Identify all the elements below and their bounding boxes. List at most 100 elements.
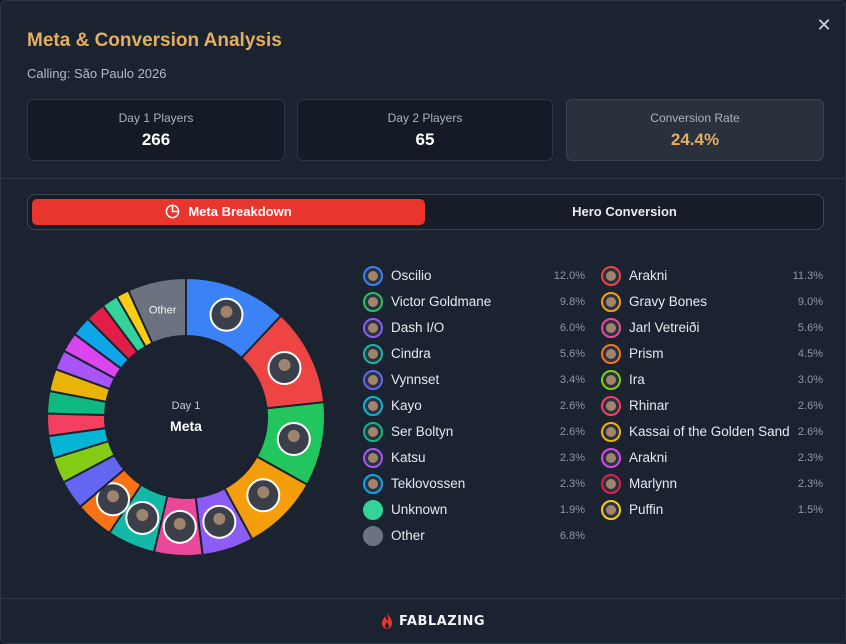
legend-item-name: Ira	[629, 372, 645, 387]
legend-item-name: Marlynn	[629, 476, 678, 491]
view-tabs: Meta Breakdown Hero Conversion	[27, 194, 824, 230]
tab-meta-breakdown[interactable]: Meta Breakdown	[32, 199, 425, 225]
legend-item-percent: 2.3%	[559, 452, 585, 464]
legend-item: Ser Boltyn 2.6%	[363, 421, 585, 443]
header-divider	[1, 178, 846, 179]
donut-center-label: Day 1	[171, 400, 201, 412]
legend-item: Other 6.8%	[363, 525, 585, 547]
legend-item-name: Jarl Vetreiði	[629, 320, 700, 335]
hero-portrait-icon	[363, 422, 383, 442]
legend-item: Marlynn 2.3%	[601, 473, 823, 495]
hero-portrait-face	[257, 486, 270, 499]
legend-item-percent: 6.0%	[559, 322, 585, 334]
legend-item-percent: 2.6%	[559, 400, 585, 412]
tab-label: Hero Conversion	[572, 204, 677, 219]
hero-portrait-face	[173, 517, 186, 530]
solid-dot-icon	[363, 526, 383, 546]
legend-item: Dash I/O 6.0%	[363, 317, 585, 339]
legend-item-name: Puffin	[629, 502, 664, 517]
donut-center-title: Meta	[170, 418, 202, 434]
legend-item-name: Victor Goldmane	[391, 294, 492, 309]
legend-item: Rhinar 2.6%	[601, 395, 823, 417]
legend-item-name: Gravy Bones	[629, 294, 708, 309]
stat-label: Day 2 Players	[387, 111, 463, 125]
legend-item: Unknown 1.9%	[363, 499, 585, 521]
legend-item-name: Oscilio	[391, 268, 432, 283]
pie-chart-icon	[166, 204, 180, 219]
hero-portrait-icon	[601, 448, 621, 468]
legend-item: Arakni 11.3%	[601, 265, 823, 287]
legend-item: Jarl Vetreiði 5.6%	[601, 317, 823, 339]
hero-portrait-face	[213, 512, 226, 525]
hero-portrait-icon	[601, 396, 621, 416]
hero-portrait-icon	[363, 370, 383, 390]
hero-portrait-icon	[601, 422, 621, 442]
close-icon[interactable]: ✕	[816, 15, 832, 35]
hero-portrait-face	[136, 508, 149, 521]
legend-item-percent: 2.6%	[797, 400, 823, 412]
legend-item-percent: 2.6%	[797, 426, 823, 438]
footer-divider	[1, 598, 846, 599]
meta-donut-chart: Other Day 1 Meta	[45, 276, 327, 558]
hero-portrait-face	[287, 429, 300, 442]
hero-portrait-icon	[363, 292, 383, 312]
legend-item-name: Other	[391, 528, 425, 543]
legend-item-percent: 9.8%	[559, 296, 585, 308]
stat-card-day2: Day 2 Players 65	[297, 99, 553, 161]
hero-portrait-face	[278, 358, 291, 371]
legend-item: Puffin 1.5%	[601, 499, 823, 521]
legend-item-percent: 11.3%	[792, 270, 823, 282]
legend-item-percent: 2.3%	[797, 452, 823, 464]
legend-item: Cindra 5.6%	[363, 343, 585, 365]
hero-portrait-icon	[601, 292, 621, 312]
legend-item-percent: 12.0%	[553, 270, 585, 282]
legend-item-name: Arakni	[629, 450, 668, 465]
stat-value: 266	[141, 130, 171, 149]
legend-item-percent: 2.3%	[559, 478, 585, 490]
hero-portrait-icon	[601, 266, 621, 286]
hero-portrait-icon	[363, 318, 383, 338]
legend-item-percent: 4.5%	[797, 348, 823, 360]
legend-item-name: Cindra	[391, 346, 431, 361]
legend-item-percent: 1.5%	[797, 504, 823, 516]
solid-dot-icon	[363, 500, 383, 520]
legend-item-name: Teklovossen	[391, 476, 466, 491]
legend-item-percent: 3.4%	[559, 374, 585, 386]
legend-item-percent: 5.6%	[559, 348, 585, 360]
tab-hero-conversion[interactable]: Hero Conversion	[428, 199, 821, 225]
hero-portrait-icon	[601, 370, 621, 390]
donut-slice[interactable]	[127, 276, 187, 345]
legend-item-percent: 3.0%	[797, 374, 823, 386]
legend-item-name: Unknown	[391, 502, 448, 517]
legend-item-percent: 2.3%	[797, 478, 823, 490]
legend-item: Kayo 2.6%	[363, 395, 585, 417]
legend-item: Arakni 2.3%	[601, 447, 823, 469]
brand-name: FABLAZING	[399, 613, 486, 629]
legend-item-percent: 6.8%	[559, 530, 585, 542]
legend-item-name: Kassai of the Golden Sand	[629, 424, 790, 439]
legend-item-percent: 5.6%	[797, 322, 823, 334]
legend-item: Oscilio 12.0%	[363, 265, 585, 287]
stat-card-conversion: Conversion Rate 24.4%	[566, 99, 824, 161]
hero-portrait-icon	[601, 318, 621, 338]
legend-item-name: Vynnset	[391, 372, 440, 387]
hero-portrait-face	[220, 305, 233, 318]
legend-item: Ira 3.0%	[601, 369, 823, 391]
modal-subtitle: Calling: São Paulo 2026	[27, 66, 167, 81]
hero-portrait-icon	[363, 344, 383, 364]
legend-item: Vynnset 3.4%	[363, 369, 585, 391]
stat-value: 65	[415, 130, 435, 149]
legend-item: Prism 4.5%	[601, 343, 823, 365]
hero-portrait-icon	[363, 474, 383, 494]
flame-icon	[382, 613, 392, 629]
stat-label: Conversion Rate	[650, 111, 740, 125]
legend-item-percent: 2.6%	[559, 426, 585, 438]
hero-portrait-face	[106, 490, 119, 503]
hero-portrait-icon	[363, 448, 383, 468]
tab-label: Meta Breakdown	[188, 204, 292, 219]
legend-item-name: Ser Boltyn	[391, 424, 454, 439]
legend-item-name: Prism	[629, 346, 664, 361]
slice-label: Other	[149, 305, 177, 317]
legend-item: Katsu 2.3%	[363, 447, 585, 469]
